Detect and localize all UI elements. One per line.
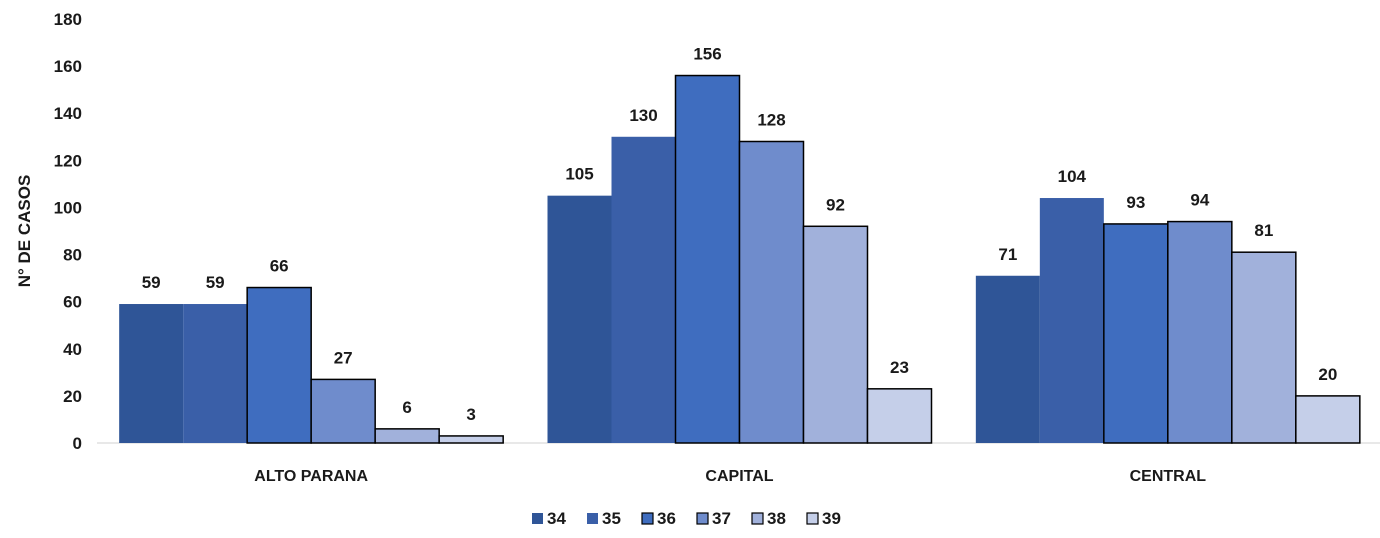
bar <box>1295 395 1361 444</box>
legend-entry: 39 <box>822 509 841 528</box>
category-label: ALTO PARANA <box>254 468 368 485</box>
category-label: CAPITAL <box>705 468 773 485</box>
bar <box>1039 198 1104 443</box>
y-tick-label: 120 <box>54 151 82 170</box>
y-axis-ticks: 0 20 40 60 80 100 120 140 160 180 <box>54 10 82 453</box>
legend-swatch <box>532 513 543 524</box>
data-label: 94 <box>1190 191 1209 210</box>
bar <box>802 225 869 444</box>
bar <box>374 428 440 444</box>
legend-swatch <box>641 512 654 525</box>
bar <box>674 74 741 444</box>
data-label: 93 <box>1126 193 1145 212</box>
legend: 34 35 36 37 38 39 <box>532 509 841 528</box>
y-tick-label: 180 <box>54 10 82 29</box>
y-tick-label: 80 <box>63 246 82 265</box>
data-label: 20 <box>1318 365 1337 384</box>
y-tick-label: 0 <box>73 434 82 453</box>
legend-swatch <box>806 512 819 525</box>
bar <box>246 286 312 444</box>
bar <box>738 140 805 444</box>
bar <box>119 304 184 443</box>
data-label: 27 <box>334 348 353 367</box>
bar <box>1167 220 1233 444</box>
data-label: 6 <box>402 398 411 417</box>
data-label: 92 <box>826 195 845 214</box>
data-label: 81 <box>1254 221 1273 240</box>
legend-entry: 35 <box>602 509 621 528</box>
category-labels: ALTO PARANA CAPITAL CENTRAL <box>254 468 1206 485</box>
bars <box>119 74 1361 444</box>
category-label: CENTRAL <box>1130 468 1207 485</box>
data-label: 105 <box>565 165 593 184</box>
data-label: 59 <box>206 273 225 292</box>
legend-swatch <box>696 512 709 525</box>
data-label: 104 <box>1058 167 1087 186</box>
data-labels: 59 59 66 27 6 3 105 130 156 128 92 23 71 104 93 94 81 20 <box>142 45 1338 424</box>
data-label: 128 <box>757 110 785 129</box>
y-tick-label: 160 <box>54 57 82 76</box>
legend-entry: 38 <box>767 509 786 528</box>
legend-entry: 37 <box>712 509 731 528</box>
bar <box>183 304 248 443</box>
y-tick-label: 20 <box>63 387 82 406</box>
bar <box>310 378 376 444</box>
y-tick-label: 140 <box>54 104 82 123</box>
bar <box>547 195 612 443</box>
data-label: 156 <box>693 45 721 64</box>
y-tick-label: 60 <box>63 293 82 312</box>
data-label: 59 <box>142 273 161 292</box>
data-label: 130 <box>629 106 657 125</box>
y-tick-label: 100 <box>54 198 82 217</box>
bar <box>611 136 676 443</box>
bar <box>1103 223 1169 444</box>
bar <box>1231 251 1297 444</box>
data-label: 66 <box>270 257 289 276</box>
legend-entry: 34 <box>547 509 566 528</box>
legend-swatch <box>587 513 598 524</box>
data-label: 3 <box>466 405 475 424</box>
bar <box>438 435 504 444</box>
bar <box>975 275 1040 443</box>
bar <box>866 388 933 444</box>
y-axis-label: N° DE CASOS <box>15 175 34 288</box>
legend-entry: 36 <box>657 509 676 528</box>
data-label: 23 <box>890 358 909 377</box>
data-label: 71 <box>998 245 1017 264</box>
legend-swatch <box>751 512 764 525</box>
y-tick-label: 40 <box>63 340 82 359</box>
